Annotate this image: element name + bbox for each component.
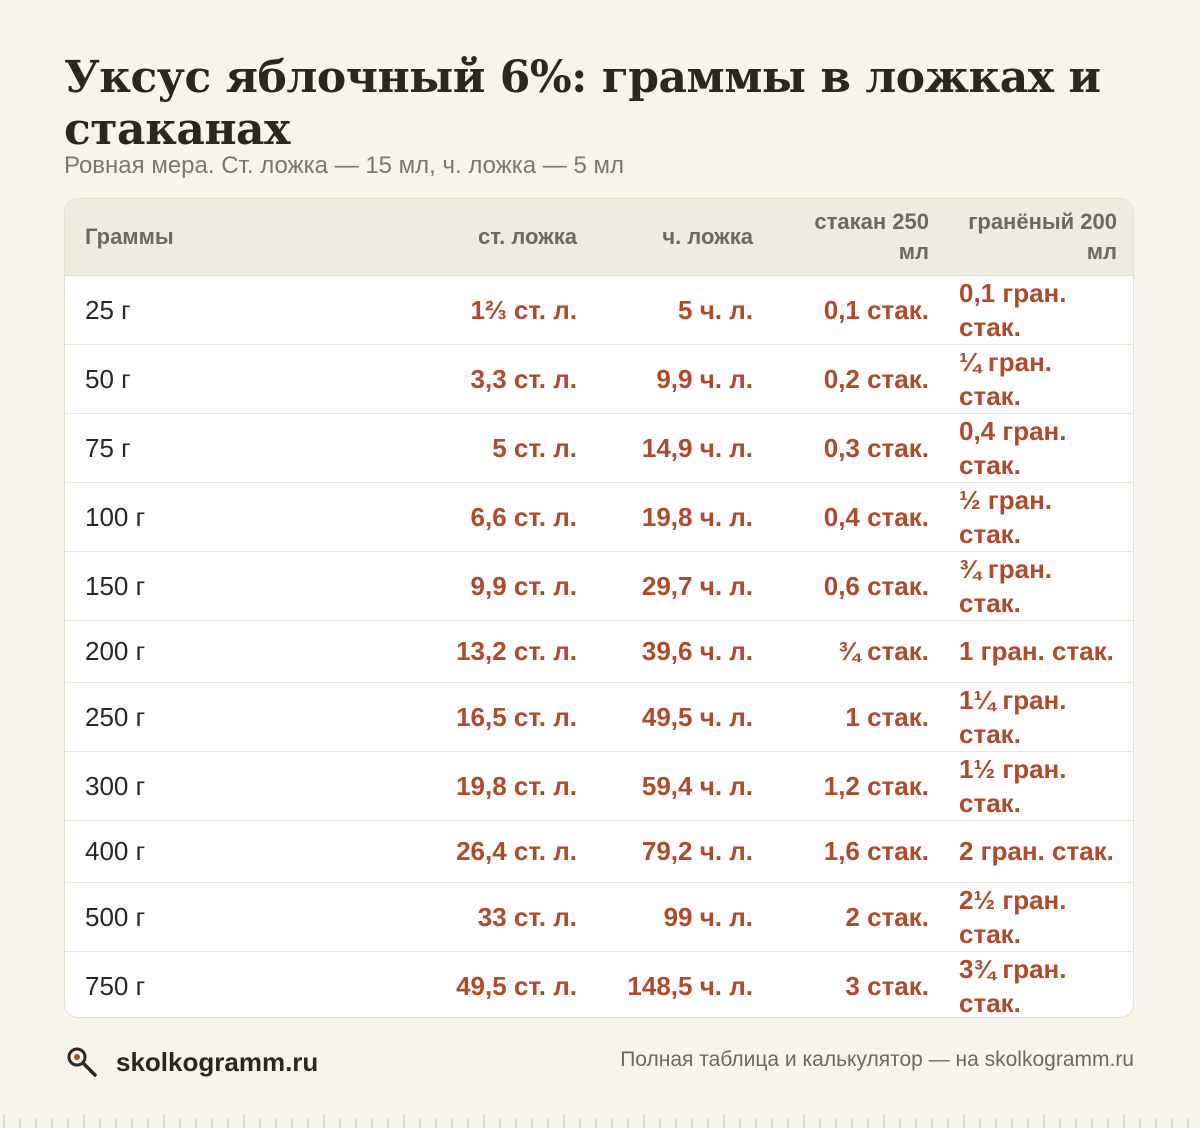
glass-250-cell: 0,4 стак. — [771, 481, 947, 551]
conversion-table-card: Граммы ст. ложка ч. ложка стакан 250 мл … — [64, 198, 1134, 1018]
table-row: 200 г 13,2 ст. л. 39,6 ч. л. ¾ стак. 1 гран.… — [65, 619, 1133, 682]
teaspoon-cell: 148,5 ч. л. — [595, 950, 771, 1017]
grams-cell: 500 г — [65, 881, 407, 951]
faceted-glass-cell: 1¼ гран. стак. — [947, 681, 1133, 751]
header-faceted-glass-200: гранёный 200 мл — [947, 199, 1133, 276]
table-row: 25 г 1⅔ ст. л. 5 ч. л. 0,1 стак. 0,1 гран. с… — [65, 275, 1133, 344]
glass-250-cell: 0,3 стак. — [771, 412, 947, 482]
faceted-glass-cell: 3¾ гран. стак. — [947, 950, 1133, 1017]
teaspoon-cell: 39,6 ч. л. — [595, 619, 771, 682]
header-tablespoon: ст. ложка — [407, 199, 595, 276]
faceted-glass-cell: 2½ гран. стак. — [947, 881, 1133, 951]
grams-cell: 300 г — [65, 750, 407, 820]
tablespoon-cell: 9,9 ст. л. — [407, 550, 595, 620]
tablespoon-cell: 16,5 ст. л. — [407, 681, 595, 751]
glass-250-cell: 0,1 стак. — [823, 294, 929, 325]
table-row: 100 г 6,6 ст. л. 19,8 ч. л. 0,4 стак. ½ гран… — [65, 481, 1133, 551]
page-title: Уксус яблочный 6%: граммы в ложках и ста… — [64, 52, 1101, 155]
faceted-glass-cell: 1 гран. стак. — [947, 619, 1133, 682]
grams-cell: 250 г — [65, 681, 407, 751]
glass-250-cell: 0,6 стак. — [771, 550, 947, 620]
conversion-table: Граммы ст. ложка ч. ложка стакан 250 мл … — [65, 199, 1133, 1017]
table-row: 250 г 16,5 ст. л. 49,5 ч. л. 1 стак. 1¼ гран… — [65, 681, 1133, 751]
tablespoon-cell: 19,8 ст. л. — [407, 750, 595, 820]
teaspoon-cell: 59,4 ч. л. — [595, 750, 771, 820]
grams-cell: 200 г — [65, 619, 407, 682]
faceted-glass-cell: 1½ гран. стак. — [947, 750, 1133, 820]
table-row: 500 г 33 ст. л. 99 ч. л. 2 стак. 2½ гран. ст… — [65, 881, 1133, 951]
grams-cell: 750 г — [65, 950, 407, 1017]
grams-cell: 100 г — [65, 481, 407, 551]
header-grams: Граммы — [65, 199, 407, 276]
table-header-row: Граммы ст. ложка ч. ложка стакан 250 мл … — [65, 199, 1133, 276]
table-row: 400 г 26,4 ст. л. 79,2 ч. л. 1,6 стак. 2 гра… — [65, 819, 1133, 882]
tablespoon-cell: 49,5 ст. л. — [407, 950, 595, 1017]
glass-250-cell: ¾ стак. — [771, 619, 947, 682]
teaspoon-cell: 49,5 ч. л. — [595, 681, 771, 751]
glass-250-cell: 0,2 стак. — [771, 343, 947, 413]
teaspoon-cell: 29,7 ч. л. — [595, 550, 771, 620]
grams-cell: 400 г — [65, 819, 407, 882]
footer-site-name: skolkogramm.ru — [116, 1046, 319, 1077]
table-body: 25 г 1⅔ ст. л. 5 ч. л. 0,1 стак. 0,1 гран. с… — [65, 275, 1133, 1017]
footer-note: Полная таблица и калькулятор — на skolko… — [620, 1048, 1134, 1071]
glass-250-cell: 2 стак. — [771, 881, 947, 951]
faceted-glass-cell: ¾ гран. стак. — [947, 550, 1133, 620]
table-row: 300 г 19,8 ст. л. 59,4 ч. л. 1,2 стак. 1½ гр… — [65, 750, 1133, 820]
faceted-glass-cell: 0,4 гран. стак. — [947, 412, 1133, 482]
glass-250-cell: 3 стак. — [771, 950, 947, 1017]
teaspoon-cell: 99 ч. л. — [595, 881, 771, 951]
tablespoon-cell: 6,6 ст. л. — [407, 481, 595, 551]
grams-cell: 25 г — [85, 294, 131, 325]
page-subtitle: Ровная мера. Ст. ложка — 15 мл, ч. ложка… — [64, 152, 624, 179]
table-row: 50 г 3,3 ст. л. 9,9 ч. л. 0,2 стак. ¼ гран. … — [65, 343, 1133, 413]
faceted-glass-cell: ½ гран. стак. — [947, 481, 1133, 551]
tablespoon-cell: 1⅔ ст. л. — [470, 294, 577, 325]
table-row: 150 г 9,9 ст. л. 29,7 ч. л. 0,6 стак. ¾ гран… — [65, 550, 1133, 620]
table-row: 750 г 49,5 ст. л. 148,5 ч. л. 3 стак. 3¾ гра… — [65, 950, 1133, 1017]
teaspoon-cell: 5 ч. л. — [678, 294, 753, 325]
faceted-glass-cell: ¼ гран. стак. — [947, 343, 1133, 413]
teaspoon-cell: 79,2 ч. л. — [595, 819, 771, 882]
tablespoon-cell: 3,3 ст. л. — [407, 343, 595, 413]
glass-250-cell: 1,2 стак. — [771, 750, 947, 820]
footer-logo[interactable]: skolkogramm.ru — [64, 1044, 318, 1080]
faceted-glass-cell: 2 гран. стак. — [947, 819, 1133, 882]
glass-250-cell: 1,6 стак. — [771, 819, 947, 882]
grams-cell: 50 г — [65, 343, 407, 413]
header-teaspoon: ч. ложка — [595, 199, 771, 276]
header-glass-250: стакан 250 мл — [771, 199, 947, 276]
tablespoon-cell: 13,2 ст. л. — [407, 619, 595, 682]
tablespoon-cell: 5 ст. л. — [407, 412, 595, 482]
magnifier-icon — [67, 1047, 97, 1077]
faceted-glass-cell: 0,1 гран. стак. — [959, 277, 1067, 342]
grams-cell: 75 г — [65, 412, 407, 482]
tablespoon-cell: 33 ст. л. — [407, 881, 595, 951]
grams-cell: 150 г — [65, 550, 407, 620]
ruler-decoration — [3, 1114, 1189, 1128]
glass-250-cell: 1 стак. — [771, 681, 947, 751]
tablespoon-cell: 26,4 ст. л. — [407, 819, 595, 882]
teaspoon-cell: 9,9 ч. л. — [595, 343, 771, 413]
teaspoon-cell: 19,8 ч. л. — [595, 481, 771, 551]
teaspoon-cell: 14,9 ч. л. — [595, 412, 771, 482]
